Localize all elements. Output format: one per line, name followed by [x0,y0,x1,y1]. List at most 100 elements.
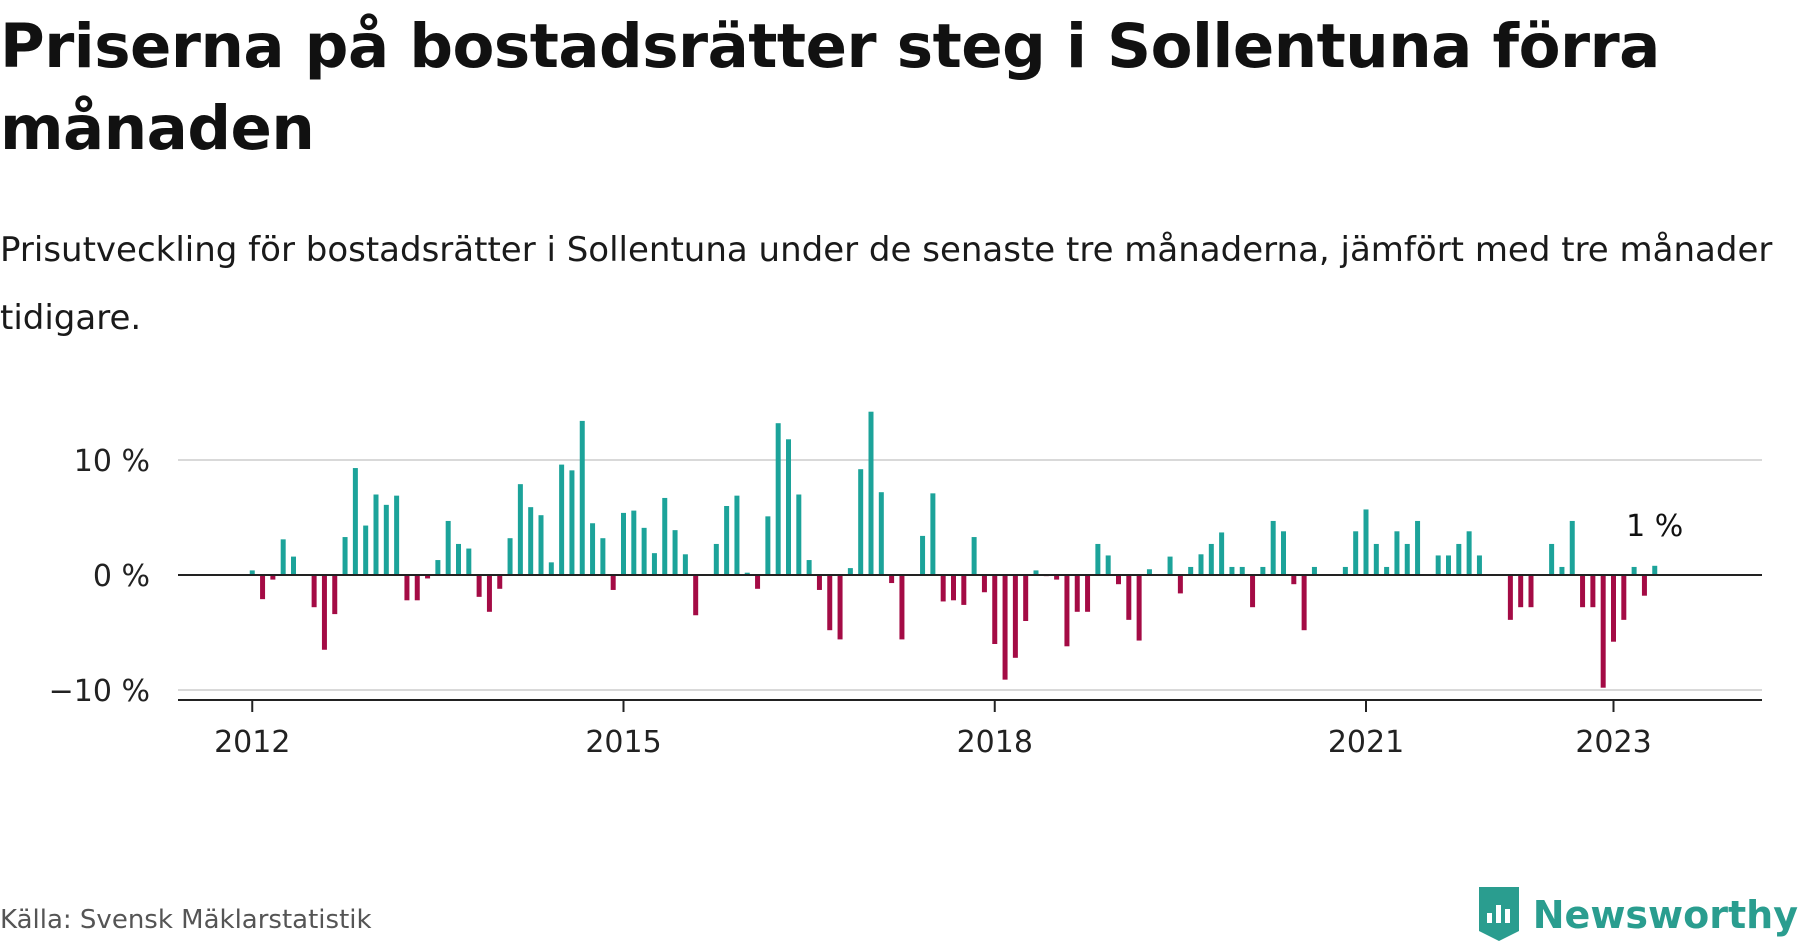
bar [1054,575,1060,580]
bar [971,537,977,575]
bar [889,575,895,584]
bar [899,575,905,640]
bar [559,464,565,575]
bar [260,575,266,600]
bar [724,506,730,575]
bar [992,575,998,644]
bar [590,523,596,575]
bar [517,484,523,575]
bar [827,575,833,631]
bar [1074,575,1080,612]
bar [528,507,534,575]
x-tick-label: 2018 [957,725,1033,760]
bar [1342,566,1348,575]
bar [363,525,369,575]
bar [352,468,358,575]
bar [249,570,255,575]
bar [981,575,987,593]
bar [507,538,513,575]
chart-title: Priserna på bostadsrätter steg i Sollent… [0,11,1660,164]
bar [466,548,472,575]
bar [1167,556,1173,575]
bar [548,562,554,575]
x-tick-label: 2015 [585,725,661,760]
bar [332,575,338,615]
bar [868,411,874,575]
bar [1590,575,1596,608]
bar [342,537,348,575]
bar [1631,566,1637,575]
source-note: Källa: Svensk Mäklarstatistik [0,905,372,935]
bar [373,494,379,575]
x-tick-label: 2012 [214,725,290,760]
bar [631,510,637,575]
brand-name: Newsworthy [1532,893,1798,937]
bar [858,469,864,575]
bar [1105,555,1111,575]
bar [796,494,802,575]
bar [1559,566,1565,575]
bar [930,493,936,575]
bar [816,575,822,590]
bar [1291,575,1297,585]
bar [538,515,544,575]
bar [1373,543,1379,575]
bar [940,575,946,602]
x-tick-label: 2023 [1575,725,1651,760]
x-tick-label: 2021 [1328,725,1404,760]
bar-chart: 10 % 0 % −10 % 2012 2015 2018 2021 2023 1 % [49,411,1762,760]
bar [569,470,575,575]
bar [1611,575,1616,642]
bar [744,572,750,575]
bar [1435,555,1441,575]
bar [291,556,296,575]
y-tick-label: −10 % [49,674,150,709]
bar [435,560,441,575]
bar [1394,531,1400,575]
bar [1270,520,1276,575]
bar [847,568,853,575]
bar [1528,575,1534,608]
bar [476,575,482,597]
bar [1404,543,1410,575]
bar [1239,566,1245,575]
bar [1126,575,1132,620]
bar [1569,520,1575,575]
bar [961,575,967,605]
bar [806,560,812,575]
bar [662,497,668,575]
bar [672,530,678,575]
bar [579,420,585,575]
bar [1476,555,1482,575]
bar [445,520,451,575]
bar [321,575,327,650]
bar [425,575,431,579]
bar [775,423,781,575]
bar [497,575,503,589]
bar [1023,575,1029,621]
bar [394,495,400,575]
brand-logo: Newsworthy [1475,883,1798,947]
bar [486,575,492,612]
bar [682,554,688,575]
bar [1229,566,1235,575]
bar [404,575,410,601]
bar [270,575,276,580]
newsworthy-logo-icon [1475,883,1523,947]
bar [1580,575,1586,608]
bar [414,575,420,601]
bar [1116,575,1121,585]
bar [765,516,771,575]
bar [734,495,740,575]
last-value-annotation: 1 % [1626,509,1683,544]
bar [1311,566,1317,575]
bar [837,575,843,640]
bar [1136,575,1142,641]
bar [1384,566,1390,575]
bar [1002,575,1008,680]
bar [280,539,286,575]
bar [693,575,699,616]
bar [1456,543,1462,575]
bar [755,575,761,589]
bar [456,543,461,575]
